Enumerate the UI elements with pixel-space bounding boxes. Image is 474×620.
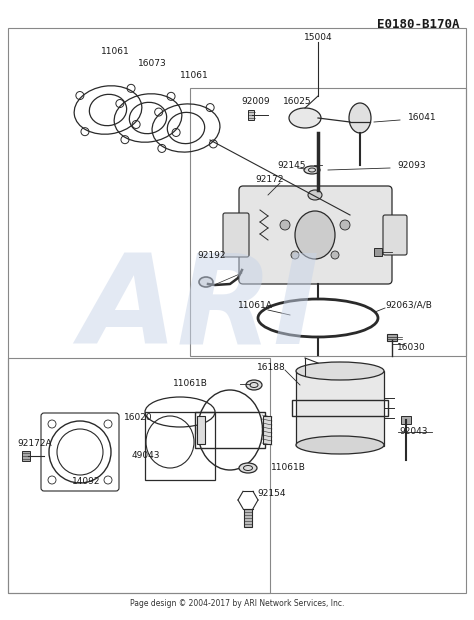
Text: 16030: 16030 xyxy=(397,343,426,353)
Text: 92154: 92154 xyxy=(257,490,285,498)
Bar xyxy=(292,400,388,416)
Bar xyxy=(190,88,466,356)
Bar xyxy=(387,334,397,341)
Text: 49043: 49043 xyxy=(132,451,160,459)
Text: 16188: 16188 xyxy=(256,363,285,373)
Ellipse shape xyxy=(239,463,257,473)
Ellipse shape xyxy=(349,103,371,133)
Text: 11061: 11061 xyxy=(100,48,129,56)
Text: 92009: 92009 xyxy=(242,97,270,107)
Circle shape xyxy=(258,193,272,207)
Circle shape xyxy=(280,220,290,230)
Bar xyxy=(197,416,205,444)
Bar xyxy=(195,412,265,448)
Text: 16025: 16025 xyxy=(283,97,311,107)
Text: 11061B: 11061B xyxy=(271,464,306,472)
Ellipse shape xyxy=(296,362,384,380)
Text: 92093: 92093 xyxy=(397,161,426,169)
Text: 11061: 11061 xyxy=(180,71,209,81)
Ellipse shape xyxy=(304,166,320,174)
Bar xyxy=(401,416,411,424)
Text: Page design © 2004-2017 by ARI Network Services, Inc.: Page design © 2004-2017 by ARI Network S… xyxy=(130,599,344,608)
Bar xyxy=(248,110,254,120)
Circle shape xyxy=(340,220,350,230)
Text: E0180-B170A: E0180-B170A xyxy=(377,18,460,31)
FancyBboxPatch shape xyxy=(239,186,392,284)
Circle shape xyxy=(331,251,339,259)
FancyBboxPatch shape xyxy=(223,213,249,257)
Text: 11061B: 11061B xyxy=(173,378,208,388)
Text: 92172A: 92172A xyxy=(18,438,52,448)
Bar xyxy=(374,248,382,256)
Bar xyxy=(296,371,384,446)
Ellipse shape xyxy=(295,211,335,259)
Text: 92043: 92043 xyxy=(399,428,428,436)
Text: 92172: 92172 xyxy=(256,175,284,185)
Bar xyxy=(263,416,271,444)
Bar xyxy=(8,358,270,593)
Text: 16020: 16020 xyxy=(124,414,152,422)
Ellipse shape xyxy=(199,277,213,287)
Text: 14092: 14092 xyxy=(72,477,100,487)
Text: 15004: 15004 xyxy=(304,33,332,43)
Text: 16041: 16041 xyxy=(408,113,437,123)
Ellipse shape xyxy=(308,190,322,200)
Text: 11061A: 11061A xyxy=(237,301,273,309)
Text: 92145: 92145 xyxy=(278,161,306,169)
Text: 92063/A/B: 92063/A/B xyxy=(385,301,432,309)
Bar xyxy=(145,412,215,480)
Ellipse shape xyxy=(289,108,321,128)
Bar xyxy=(22,451,30,461)
Bar xyxy=(244,509,252,527)
Ellipse shape xyxy=(296,436,384,454)
Circle shape xyxy=(291,251,299,259)
FancyBboxPatch shape xyxy=(383,215,407,255)
Ellipse shape xyxy=(246,380,262,390)
Text: 16073: 16073 xyxy=(137,60,166,68)
Text: ARI: ARI xyxy=(80,249,320,371)
Text: 92192: 92192 xyxy=(198,252,226,260)
